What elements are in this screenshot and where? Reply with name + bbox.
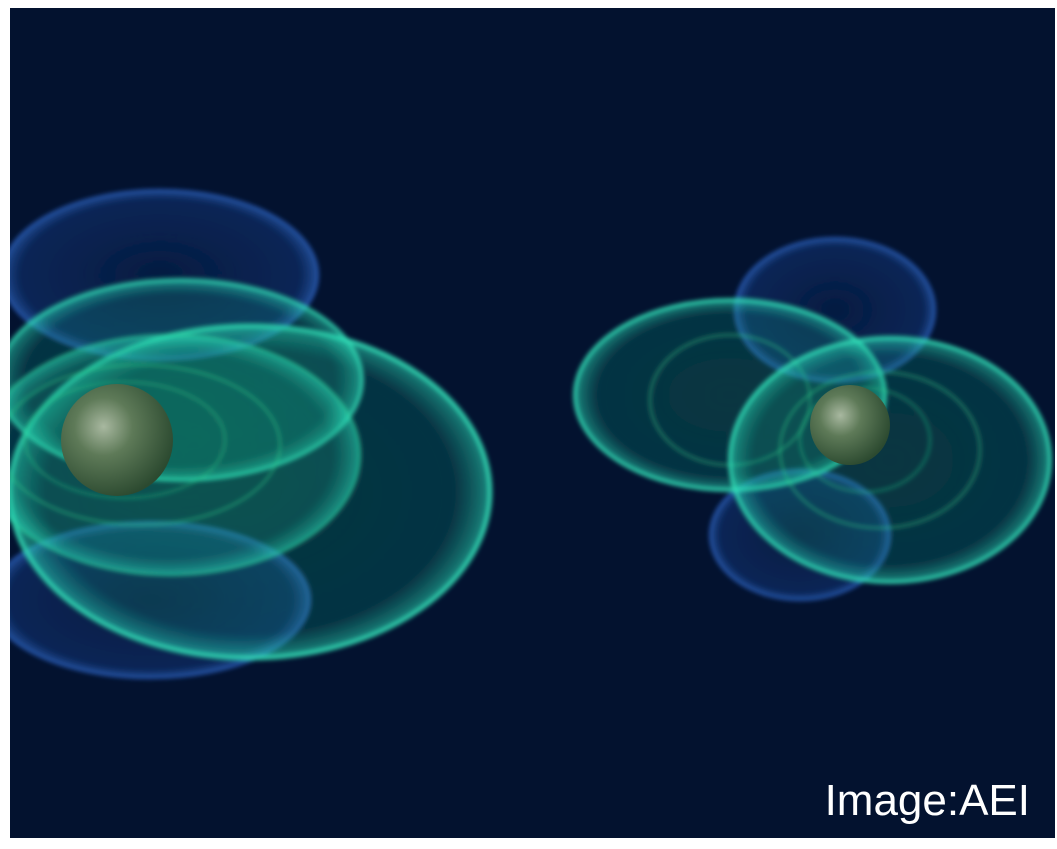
- wave-shells: [10, 188, 1052, 680]
- image-credit: Image:AEI: [825, 776, 1030, 825]
- black-hole: [61, 384, 173, 496]
- shell: [23, 380, 227, 500]
- shell: [10, 363, 282, 527]
- shell: [728, 336, 1052, 584]
- shell: [778, 370, 982, 530]
- black-hole: [810, 385, 890, 465]
- shell: [10, 333, 362, 577]
